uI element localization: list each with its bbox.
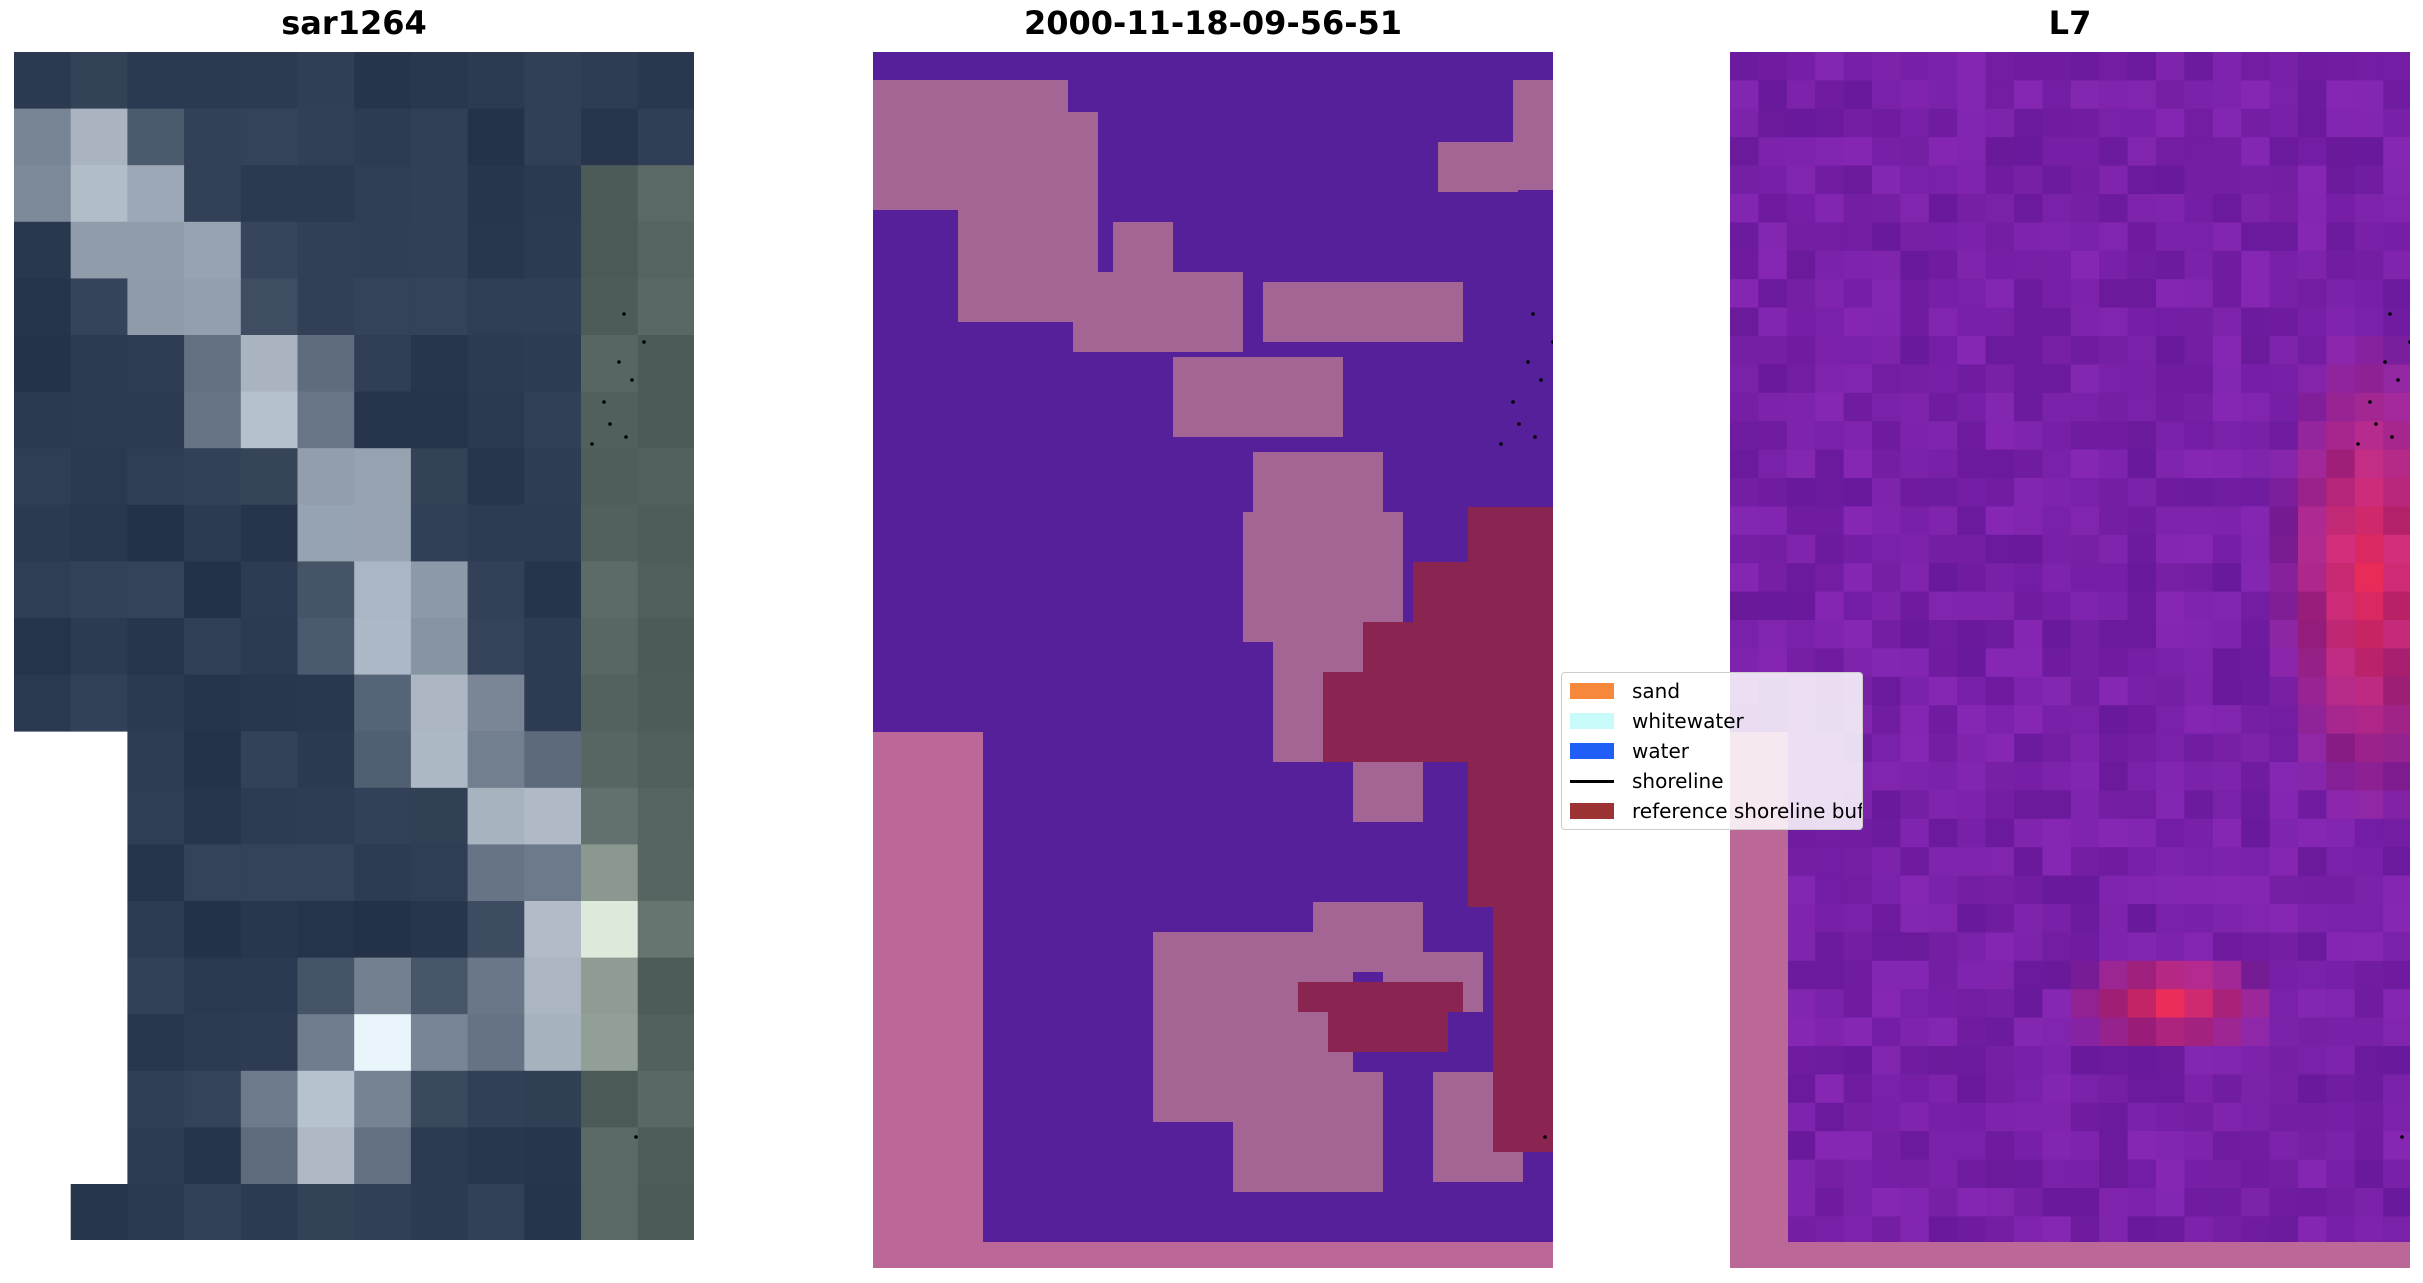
panel-title-classification: 2000-11-18-09-56-51 bbox=[1023, 4, 1403, 42]
legend-swatch-sand bbox=[1570, 683, 1614, 699]
legend: sand whitewater water shoreline referenc… bbox=[1561, 672, 1863, 830]
legend-label-whitewater: whitewater bbox=[1632, 709, 1744, 733]
legend-label-reference-buffer: reference shoreline buffer bbox=[1632, 799, 1863, 823]
legend-item-reference-buffer: reference shoreline buffer bbox=[1570, 799, 1863, 823]
panel-title-index: L7 bbox=[2048, 4, 2092, 42]
classification-image-panel bbox=[873, 52, 1553, 1268]
legend-swatch-whitewater bbox=[1570, 713, 1614, 729]
legend-label-shoreline: shoreline bbox=[1632, 769, 1724, 793]
legend-label-sand: sand bbox=[1632, 679, 1681, 703]
rgb-image-panel bbox=[14, 52, 694, 1240]
panel-title-rgb: sar1264 bbox=[281, 4, 427, 42]
legend-item-whitewater: whitewater bbox=[1570, 709, 1744, 733]
index-image-panel bbox=[1730, 52, 2410, 1268]
legend-item-water: water bbox=[1570, 739, 1689, 763]
legend-swatch-water bbox=[1570, 743, 1614, 759]
legend-item-sand: sand bbox=[1570, 679, 1680, 703]
legend-line-shoreline bbox=[1570, 779, 1614, 783]
legend-swatch-reference-buffer bbox=[1570, 803, 1614, 819]
legend-item-shoreline: shoreline bbox=[1570, 769, 1724, 793]
legend-label-water: water bbox=[1632, 739, 1689, 763]
